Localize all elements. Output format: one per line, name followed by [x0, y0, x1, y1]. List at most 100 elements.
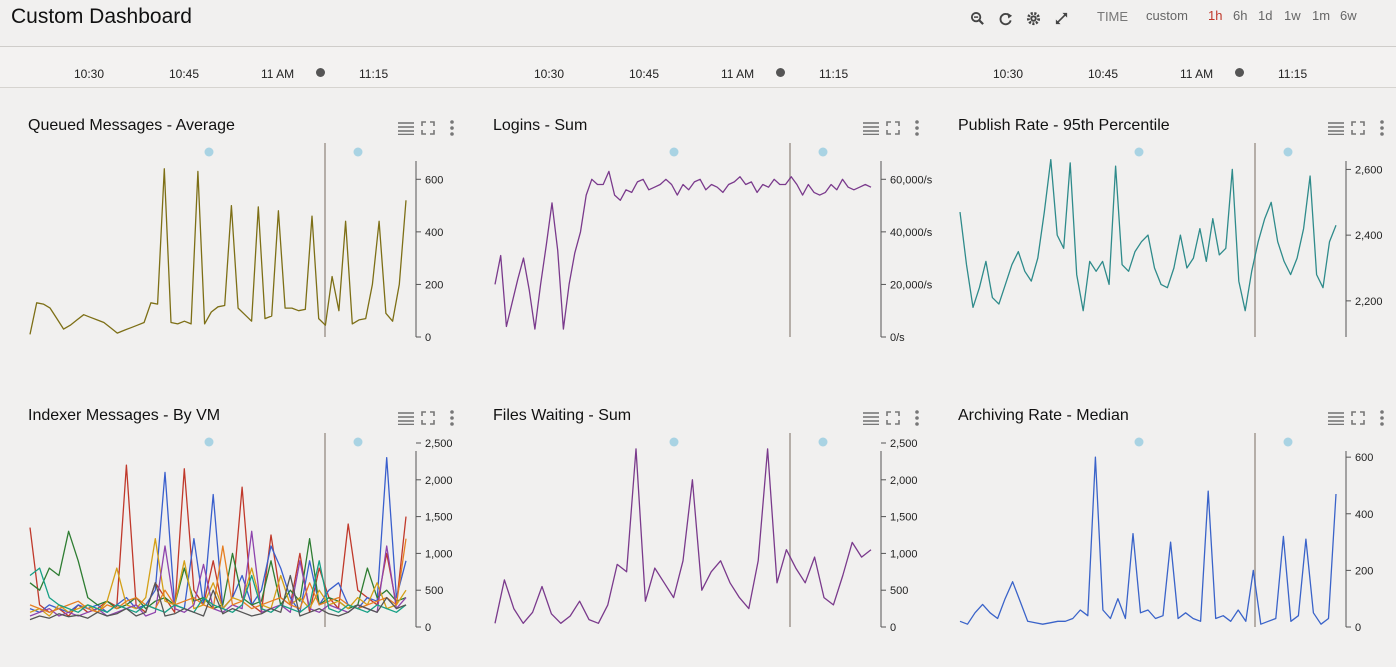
y-tick-label: 2,000	[425, 475, 453, 487]
timeline-axis[interactable]: 10:30 10:45 11 AM 11:15 10:30 10:45 11 A…	[0, 47, 1396, 88]
y-tick-label: 2,200	[1355, 296, 1383, 308]
range-1m[interactable]: 1m	[1312, 8, 1331, 23]
time-tick: 11 AM	[721, 67, 755, 81]
annotation-dot	[818, 437, 828, 447]
more-options-icon[interactable]	[444, 120, 460, 136]
y-tick-label: 0	[890, 622, 896, 633]
y-tick-label: 2,600	[1355, 164, 1383, 176]
annotation-dot	[1134, 147, 1144, 157]
page-title: Custom Dashboard	[11, 5, 192, 28]
dashboard-header: Custom Dashboard TIME custom 1h 6h 1d 1w…	[0, 0, 1396, 47]
time-tick: 11 AM	[261, 67, 295, 81]
legend-list-icon[interactable]	[398, 410, 414, 426]
y-tick-label: 2,500	[425, 438, 453, 450]
panel-logins: Logins - Sum 60,000/s 40,000/s 20,000/s 0/s	[493, 117, 943, 377]
more-options-icon[interactable]	[1374, 120, 1390, 136]
annotation-dot	[204, 147, 214, 157]
annotation-dot	[353, 147, 363, 157]
more-options-icon[interactable]	[444, 410, 460, 426]
series-line	[494, 170, 872, 330]
y-tick-label: 20,000/s	[890, 279, 933, 291]
annotation-dot	[669, 437, 679, 447]
line-chart: 2,500 2,000 1,500 1,000 500 0	[29, 433, 453, 633]
line-chart: 2,600 2,400 2,200	[959, 143, 1383, 337]
settings-gear-icon[interactable]	[1024, 9, 1042, 27]
panel-title: Archiving Rate - Median	[958, 407, 1129, 424]
y-tick-label: 200	[425, 279, 443, 291]
y-tick-label: 1,000	[425, 548, 453, 560]
refresh-icon[interactable]	[996, 9, 1014, 27]
panel-title: Logins - Sum	[493, 117, 588, 134]
time-tick: 10:45	[1088, 67, 1119, 81]
fullscreen-icon[interactable]	[420, 410, 436, 426]
annotation-dot	[353, 437, 363, 447]
fullscreen-icon[interactable]	[885, 120, 901, 136]
series-line	[29, 574, 407, 621]
y-tick-label: 0	[425, 332, 431, 343]
y-tick-label: 500	[890, 585, 908, 597]
time-tick: 10:45	[169, 67, 200, 81]
time-tick: 11:15	[1278, 67, 1308, 81]
fullscreen-icon[interactable]	[1350, 120, 1366, 136]
time-label: TIME	[1097, 9, 1129, 24]
panel-archiving-rate: Archiving Rate - Median 600 400 200 0	[958, 407, 1396, 667]
legend-list-icon[interactable]	[398, 120, 414, 136]
annotation-dot	[1283, 437, 1293, 447]
y-tick-label: 60,000/s	[890, 174, 933, 186]
y-tick-label: 2,400	[1355, 230, 1383, 242]
panel-files-waiting: Files Waiting - Sum 2,500 2,000 1,500 1,000…	[493, 407, 943, 667]
legend-list-icon[interactable]	[1328, 410, 1344, 426]
fullscreen-icon[interactable]	[1350, 410, 1366, 426]
y-tick-label: 600	[1355, 452, 1373, 464]
panel-title: Publish Rate - 95th Percentile	[958, 117, 1170, 134]
panel-title: Queued Messages - Average	[28, 117, 235, 134]
annotation-dot	[1134, 437, 1144, 447]
annotation-dot	[669, 147, 679, 157]
fullscreen-icon[interactable]	[420, 120, 436, 136]
panel-queued-messages: Queued Messages - Average 600 400 200 0	[28, 117, 478, 377]
current-time-marker	[1235, 68, 1244, 77]
expand-icon[interactable]	[1052, 9, 1070, 27]
y-tick-label: 600	[425, 174, 443, 186]
fullscreen-icon[interactable]	[885, 410, 901, 426]
legend-list-icon[interactable]	[863, 410, 879, 426]
y-tick-label: 1,000	[890, 548, 918, 560]
series-line	[494, 448, 872, 624]
y-tick-label: 2,000	[890, 475, 918, 487]
line-chart: 60,000/s 40,000/s 20,000/s 0/s	[494, 143, 933, 343]
more-options-icon[interactable]	[909, 120, 925, 136]
range-6h[interactable]: 6h	[1233, 8, 1248, 23]
legend-list-icon[interactable]	[1328, 120, 1344, 136]
time-tick: 11:15	[359, 67, 389, 81]
more-options-icon[interactable]	[1374, 410, 1390, 426]
zoom-out-icon[interactable]	[968, 9, 986, 27]
range-1w[interactable]: 1w	[1284, 8, 1301, 23]
y-tick-label: 1,500	[425, 512, 453, 524]
legend-list-icon[interactable]	[863, 120, 879, 136]
panel-title: Indexer Messages - By VM	[28, 407, 221, 424]
y-tick-label: 2,500	[890, 438, 918, 450]
y-tick-label: 400	[1355, 509, 1373, 521]
range-6w[interactable]: 6w	[1340, 8, 1357, 23]
y-tick-label: 500	[425, 585, 443, 597]
range-1d[interactable]: 1d	[1258, 8, 1273, 23]
series-line	[29, 560, 407, 613]
range-1h[interactable]: 1h	[1208, 8, 1223, 23]
time-tick: 11:15	[819, 67, 849, 81]
line-chart: 2,500 2,000 1,500 1,000 500 0	[494, 433, 918, 633]
more-options-icon[interactable]	[909, 410, 925, 426]
time-tick: 10:30	[74, 67, 105, 81]
annotation-dot	[204, 437, 214, 447]
current-time-marker	[316, 68, 325, 77]
series-line	[959, 456, 1337, 625]
y-tick-label: 1,500	[890, 512, 918, 524]
series-line	[959, 158, 1337, 312]
range-custom[interactable]: custom	[1146, 8, 1188, 23]
time-tick: 10:30	[534, 67, 565, 81]
y-tick-label: 200	[1355, 565, 1373, 577]
series-line	[29, 538, 407, 613]
line-chart: 600 400 200 0	[29, 143, 443, 343]
annotation-dot	[818, 147, 828, 157]
y-tick-label: 0/s	[890, 332, 905, 343]
series-line	[29, 168, 407, 335]
